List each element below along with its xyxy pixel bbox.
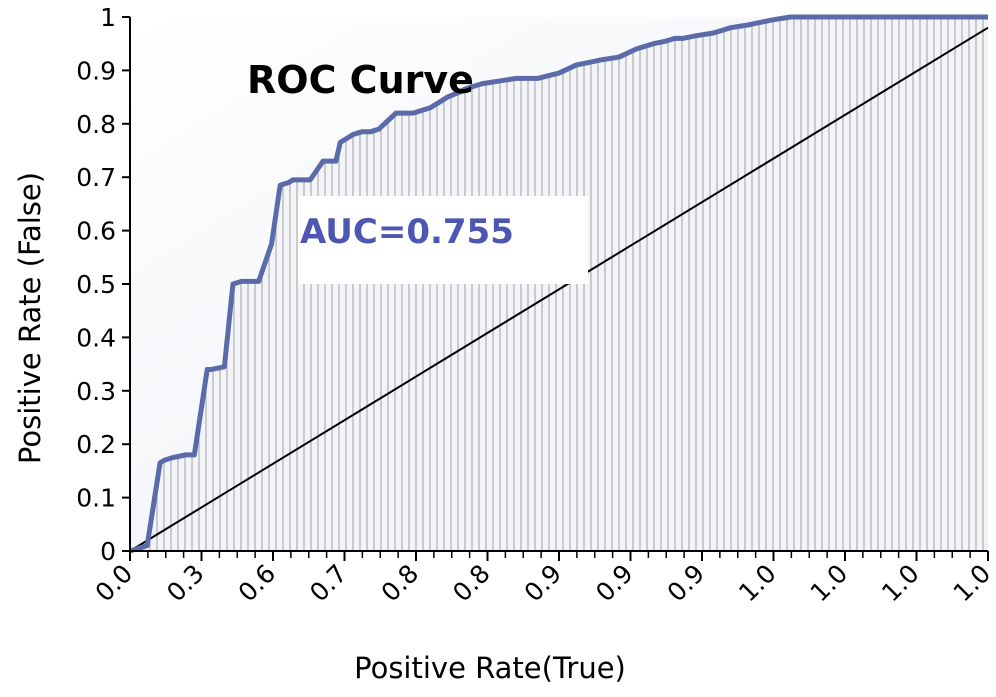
- x-tick-label: 1.0: [733, 559, 782, 608]
- roc-curve-line: [129, 14, 988, 554]
- x-tick-label: 0.9: [662, 559, 711, 608]
- x-tick-label: 1.0: [948, 559, 996, 608]
- x-axis-title: Positive Rate(True): [354, 651, 626, 685]
- x-tick-label: 1.0: [876, 559, 925, 608]
- auc-label: AUC=0.755: [300, 212, 514, 252]
- y-tick-label: 0.6: [76, 217, 116, 246]
- y-axis-title: Positive Rate (False): [13, 172, 47, 464]
- y-tick-label: 0.8: [76, 110, 116, 139]
- auc-annotation: AUC=0.755: [298, 196, 588, 284]
- y-tick-label: 1: [100, 3, 116, 32]
- x-tick-label: 0.8: [376, 559, 425, 608]
- x-tick-label: 0.8: [447, 559, 496, 608]
- x-tick-label: 0.9: [519, 559, 568, 608]
- y-tick-label: 0.5: [76, 270, 116, 299]
- y-tick-label: 0.4: [76, 323, 116, 352]
- y-axis-ticks: 0 0.1 0.2 0.3 0.4 0.5 0.6 0.7 0.8 0.9 1: [76, 3, 130, 566]
- auc-annotation-box: [298, 196, 588, 284]
- y-tick-label: 0.7: [76, 163, 116, 192]
- x-tick-label: 1.0: [805, 559, 854, 608]
- x-tick-label: 0.0: [90, 559, 139, 608]
- y-tick-label: 0.2: [76, 430, 116, 459]
- x-tick-label: 0.9: [590, 559, 639, 608]
- x-axis-ticks: 0.0 0.3 0.6 0.7 0.8 0.8 0.9 0.9 0.9 1.0 1.0 1.0 1.0: [90, 551, 996, 607]
- x-tick-label: 0.7: [304, 559, 353, 608]
- y-tick-label: 0.3: [76, 377, 116, 406]
- diagonal-reference-line: [129, 26, 989, 552]
- chart-title: ROC Curve: [247, 58, 474, 102]
- y-tick-label: 0.1: [76, 484, 116, 513]
- x-tick-label: 0.3: [161, 559, 210, 608]
- y-tick-label: 0.9: [76, 56, 116, 85]
- x-tick-label: 0.6: [233, 559, 282, 608]
- y-tick-label: 0: [100, 537, 116, 566]
